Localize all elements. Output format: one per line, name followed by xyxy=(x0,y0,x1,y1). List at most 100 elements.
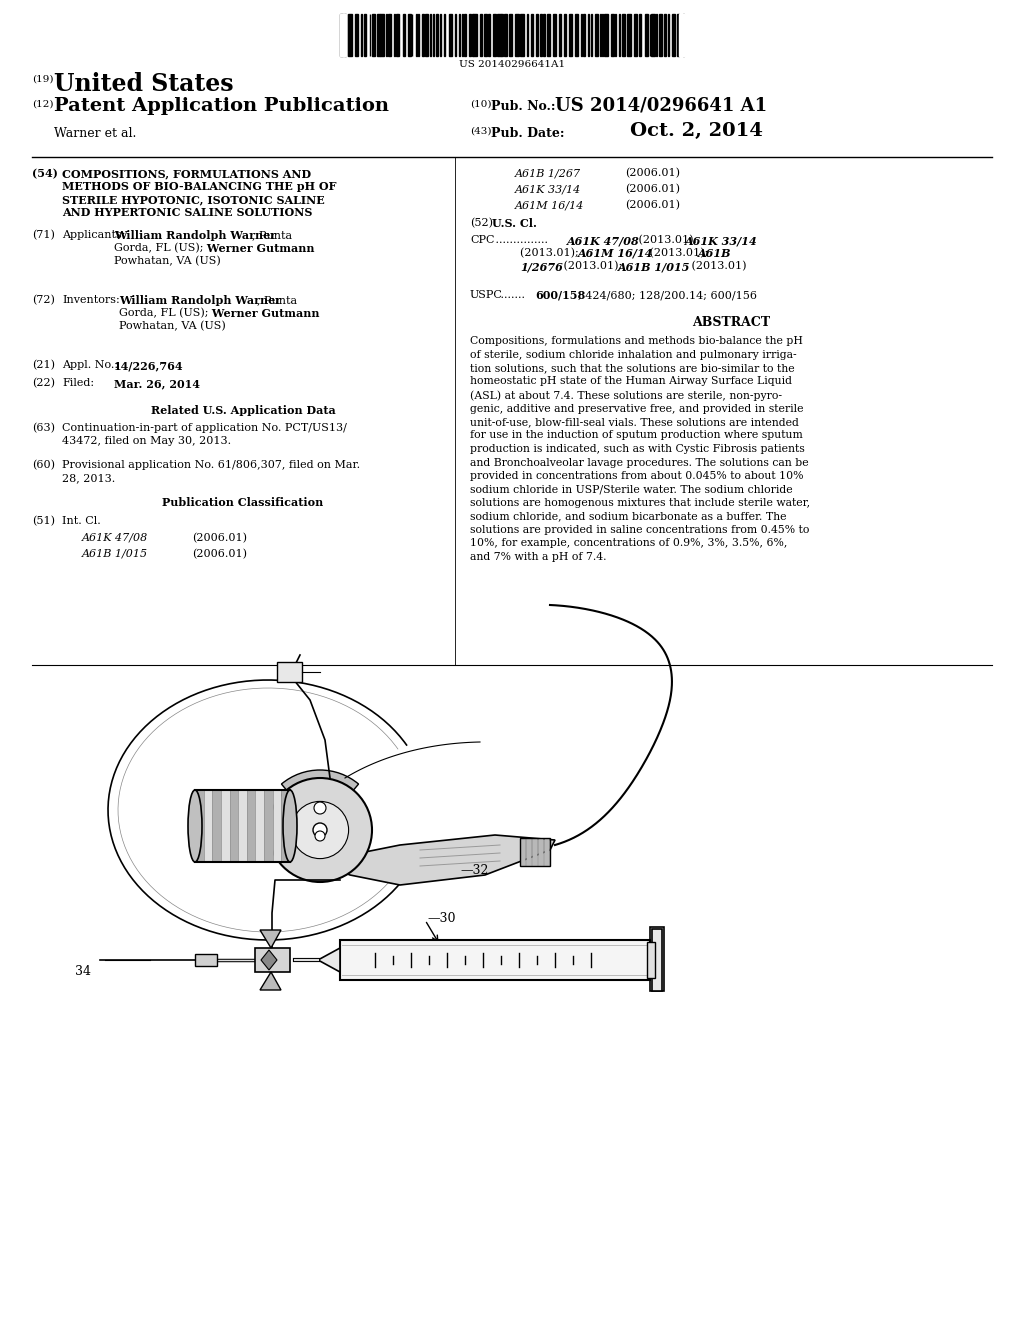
Text: (2013.01): (2013.01) xyxy=(688,261,746,272)
Text: Publication Classification: Publication Classification xyxy=(163,498,324,508)
Bar xyxy=(388,15,391,55)
Bar xyxy=(604,15,607,55)
Text: USPC: USPC xyxy=(470,290,503,300)
Text: provided in concentrations from about 0.045% to about 10%: provided in concentrations from about 0.… xyxy=(470,471,804,480)
Text: 600/158: 600/158 xyxy=(535,290,586,301)
Text: ; 424/680; 128/200.14; 600/156: ; 424/680; 128/200.14; 600/156 xyxy=(578,290,757,300)
Bar xyxy=(504,15,507,55)
Bar xyxy=(480,15,482,55)
Text: (12): (12) xyxy=(32,100,53,110)
Text: (52): (52) xyxy=(470,218,493,228)
Bar xyxy=(544,15,545,55)
Text: Appl. No.:: Appl. No.: xyxy=(62,360,118,370)
Bar xyxy=(229,789,239,862)
Polygon shape xyxy=(261,950,278,970)
Text: (2006.01): (2006.01) xyxy=(193,533,247,544)
Text: (22): (22) xyxy=(32,378,55,388)
Text: ABSTRACT: ABSTRACT xyxy=(692,315,770,329)
Text: 43472, filed on May 30, 2013.: 43472, filed on May 30, 2013. xyxy=(62,436,231,446)
Text: , Punta: , Punta xyxy=(252,230,292,240)
Text: sodium chloride in USP/Sterile water. The sodium chloride: sodium chloride in USP/Sterile water. Th… xyxy=(470,484,793,495)
Text: Pub. Date:: Pub. Date: xyxy=(490,127,564,140)
Bar xyxy=(532,838,537,866)
Text: (71): (71) xyxy=(32,230,55,240)
Bar xyxy=(340,15,343,55)
Text: William Randolph Warner: William Randolph Warner xyxy=(119,294,282,306)
Text: A61K 47/08: A61K 47/08 xyxy=(82,533,148,543)
Text: Pub. No.:: Pub. No.: xyxy=(490,100,555,114)
Text: and 7% with a pH of 7.4.: and 7% with a pH of 7.4. xyxy=(470,552,606,562)
Bar xyxy=(553,15,556,55)
Bar xyxy=(396,15,399,55)
Bar xyxy=(515,15,519,55)
Bar xyxy=(672,15,675,55)
Bar xyxy=(364,15,367,55)
Bar xyxy=(272,789,282,862)
Text: METHODS OF BIO-BALANCING THE pH OF: METHODS OF BIO-BALANCING THE pH OF xyxy=(62,181,337,191)
Bar xyxy=(377,15,380,55)
Bar xyxy=(683,15,684,55)
Text: Gorda, FL (US);: Gorda, FL (US); xyxy=(114,243,204,253)
Text: A61B: A61B xyxy=(698,248,731,259)
Text: COMPOSITIONS, FORMULATIONS AND: COMPOSITIONS, FORMULATIONS AND xyxy=(62,168,311,180)
Bar xyxy=(372,15,375,55)
Bar xyxy=(195,954,217,966)
Bar xyxy=(639,15,641,55)
Text: (ASL) at about 7.4. These solutions are sterile, non-pyro-: (ASL) at about 7.4. These solutions are … xyxy=(470,389,782,400)
Polygon shape xyxy=(325,836,555,884)
Text: solutions are provided in saline concentrations from 0.45% to: solutions are provided in saline concent… xyxy=(470,525,809,535)
Text: A61K 33/14: A61K 33/14 xyxy=(685,235,758,246)
Bar xyxy=(344,15,346,55)
Bar xyxy=(355,15,358,55)
Bar xyxy=(520,838,525,866)
Bar xyxy=(628,15,631,55)
Bar xyxy=(380,15,384,55)
Circle shape xyxy=(315,832,325,841)
Bar xyxy=(502,15,503,55)
Bar xyxy=(526,838,531,866)
Bar xyxy=(679,15,685,55)
Text: US 2014/0296641 A1: US 2014/0296641 A1 xyxy=(555,96,767,115)
Text: (54): (54) xyxy=(32,168,58,180)
Bar xyxy=(659,15,662,55)
Text: A61M 16/14: A61M 16/14 xyxy=(578,248,653,259)
Bar xyxy=(564,15,565,55)
Circle shape xyxy=(313,822,327,837)
Bar xyxy=(559,15,561,55)
Text: A61K 33/14: A61K 33/14 xyxy=(515,183,582,194)
Wedge shape xyxy=(282,770,358,830)
Bar xyxy=(650,927,664,991)
Text: 34: 34 xyxy=(75,965,91,978)
Bar xyxy=(408,15,411,55)
Bar xyxy=(536,15,539,55)
Bar xyxy=(402,15,406,55)
Text: US 20140296641A1: US 20140296641A1 xyxy=(459,59,565,69)
Bar xyxy=(634,15,637,55)
Bar xyxy=(652,929,662,991)
Bar xyxy=(449,15,452,55)
Polygon shape xyxy=(318,948,340,972)
Text: CPC: CPC xyxy=(470,235,495,246)
Text: ...............: ............... xyxy=(492,235,552,246)
Text: 10%, for example, concentrations of 0.9%, 3%, 3.5%, 6%,: 10%, for example, concentrations of 0.9%… xyxy=(470,539,787,549)
Bar xyxy=(443,15,445,55)
Text: (2013.01);: (2013.01); xyxy=(520,248,583,259)
Text: A61M 16/14: A61M 16/14 xyxy=(515,201,585,210)
Bar xyxy=(348,15,351,55)
Text: Inventors:: Inventors: xyxy=(62,294,120,305)
Text: William Randolph Warner: William Randolph Warner xyxy=(114,230,276,242)
Bar xyxy=(464,15,466,55)
Text: for use in the induction of sputum production where sputum: for use in the induction of sputum produ… xyxy=(470,430,803,441)
Bar xyxy=(664,15,666,55)
Bar xyxy=(239,789,247,862)
Text: (72): (72) xyxy=(32,294,55,305)
Bar xyxy=(611,15,614,55)
Bar xyxy=(488,15,489,55)
Text: (43): (43) xyxy=(470,127,492,136)
Text: AND HYPERTONIC SALINE SOLUTIONS: AND HYPERTONIC SALINE SOLUTIONS xyxy=(62,207,312,218)
Bar xyxy=(416,15,418,55)
Text: Int. Cl.: Int. Cl. xyxy=(62,516,100,525)
Bar xyxy=(509,15,512,55)
Bar xyxy=(247,789,255,862)
Text: (60): (60) xyxy=(32,459,55,470)
